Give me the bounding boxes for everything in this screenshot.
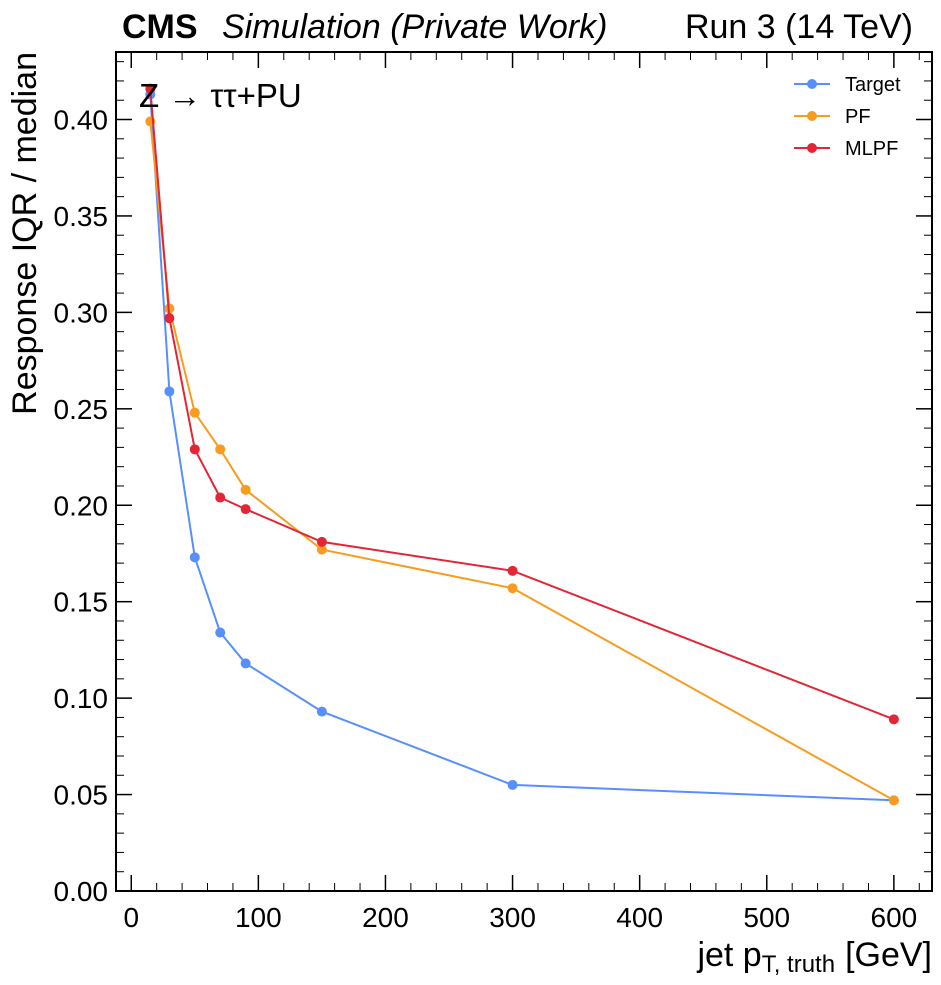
legend-marker-target: [807, 79, 817, 89]
data-point-pf: [240, 484, 251, 495]
y-tick-label: 0.35: [54, 201, 109, 232]
data-point-pf: [215, 444, 226, 455]
y-tick-label: 0.05: [54, 780, 109, 811]
plot-frame: [115, 51, 933, 892]
data-point-mlpf: [164, 313, 175, 324]
legend-label-target: Target: [845, 74, 901, 96]
x-axis-title-sub: T, truth: [762, 951, 835, 978]
axis-ticks: [116, 52, 932, 892]
x-tick-label: 400: [616, 902, 663, 933]
header-experiment: CMS: [122, 8, 198, 46]
legend-marker-mlpf: [807, 143, 817, 153]
x-tick-label: 200: [362, 902, 409, 933]
data-point-pf: [507, 583, 518, 594]
data-point-mlpf: [507, 565, 518, 576]
y-tick-label: 0.20: [54, 490, 109, 521]
data-point-target: [316, 706, 327, 717]
y-tick-label: 0.25: [54, 394, 109, 425]
x-tick-label: 600: [871, 902, 918, 933]
x-tick-label: 300: [489, 902, 536, 933]
series-layer: [145, 83, 899, 806]
legend-marker-pf: [807, 111, 817, 121]
data-point-mlpf: [316, 536, 327, 547]
x-tick-label: 0: [123, 902, 139, 933]
y-tick-label: 0.00: [54, 876, 109, 907]
axis-tick-labels: 0 100 200 300 400 500 600 0.00 0.05 0.10 0.15 0.20 0…: [54, 105, 918, 933]
x-axis-title-unit: [GeV]: [845, 936, 932, 974]
data-point-mlpf: [888, 714, 899, 725]
legend-label-pf: PF: [845, 106, 871, 128]
legend-label-mlpf: MLPF: [845, 138, 898, 160]
data-point-mlpf: [215, 492, 226, 503]
y-tick-label: 0.10: [54, 683, 109, 714]
data-point-target: [164, 386, 175, 397]
y-tick-label: 0.15: [54, 587, 109, 618]
header-status: Simulation (Private Work): [222, 8, 607, 46]
data-point-target: [240, 658, 251, 669]
legend: Target PF MLPF: [794, 74, 901, 160]
data-point-target: [215, 627, 226, 638]
x-tick-label: 100: [235, 902, 282, 933]
data-point-target: [189, 552, 200, 563]
data-point-pf: [888, 795, 899, 806]
data-point-mlpf: [189, 444, 200, 455]
series-line-pf: [149, 121, 895, 802]
y-tick-label: 0.30: [54, 297, 109, 328]
y-tick-label: 0.40: [54, 105, 109, 136]
data-point-target: [507, 779, 518, 790]
data-point-pf: [316, 544, 327, 555]
data-point-mlpf: [145, 83, 156, 94]
y-axis-title: Response IQR / median: [6, 52, 44, 415]
series-line-target: [149, 94, 894, 802]
data-point-mlpf: [240, 504, 251, 515]
x-axis-title-main: jet p: [696, 936, 761, 974]
process-annotation: Z → ττ+PU: [139, 77, 302, 114]
series-line-mlpf: [149, 88, 895, 721]
x-axis-title: jet pT, truth [GeV]: [696, 936, 932, 978]
data-point-pf: [189, 407, 200, 418]
header-run-label: Run 3 (14 TeV): [685, 8, 913, 46]
x-tick-label: 500: [743, 902, 790, 933]
